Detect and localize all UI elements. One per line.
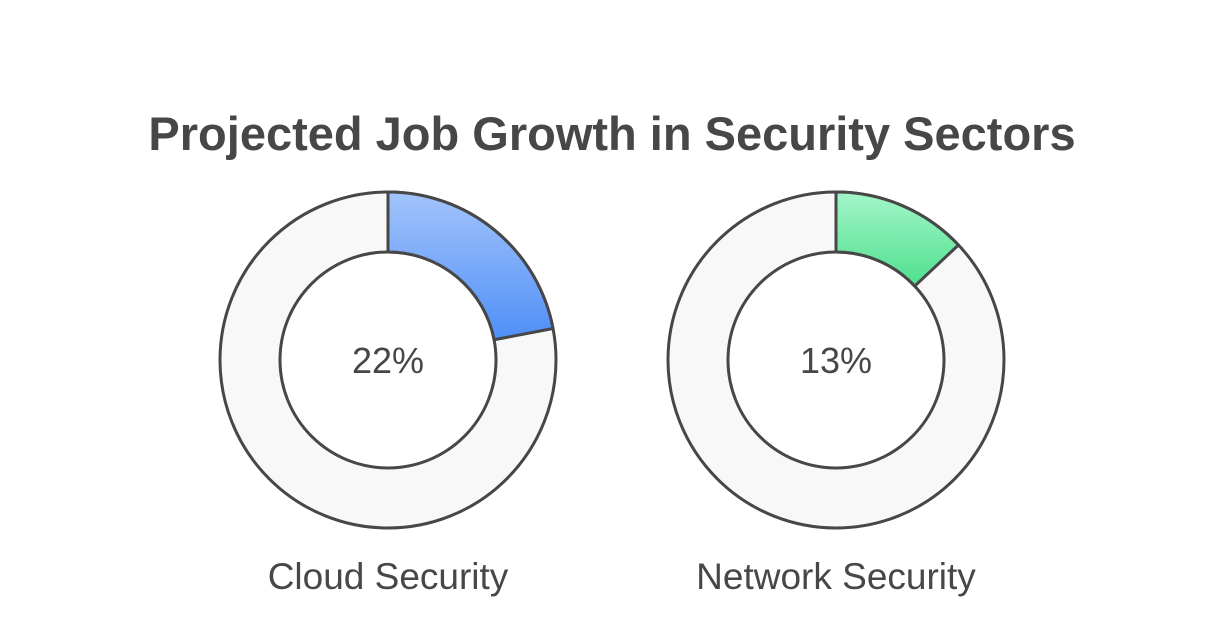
network-security-category-label: Network Security: [696, 556, 976, 597]
cloud-security-category-label: Cloud Security: [268, 556, 509, 597]
cloud-security-value-slice: [386, 190, 555, 342]
network-security-value-slice: [834, 190, 960, 288]
chart-title: Projected Job Growth in Security Sectors: [148, 107, 1075, 160]
donut-group: 22% Cloud Security 13% Network Security: [218, 190, 1006, 597]
network-security-value-label: 13%: [800, 340, 872, 381]
cloud-security-value-label: 22%: [352, 340, 424, 381]
